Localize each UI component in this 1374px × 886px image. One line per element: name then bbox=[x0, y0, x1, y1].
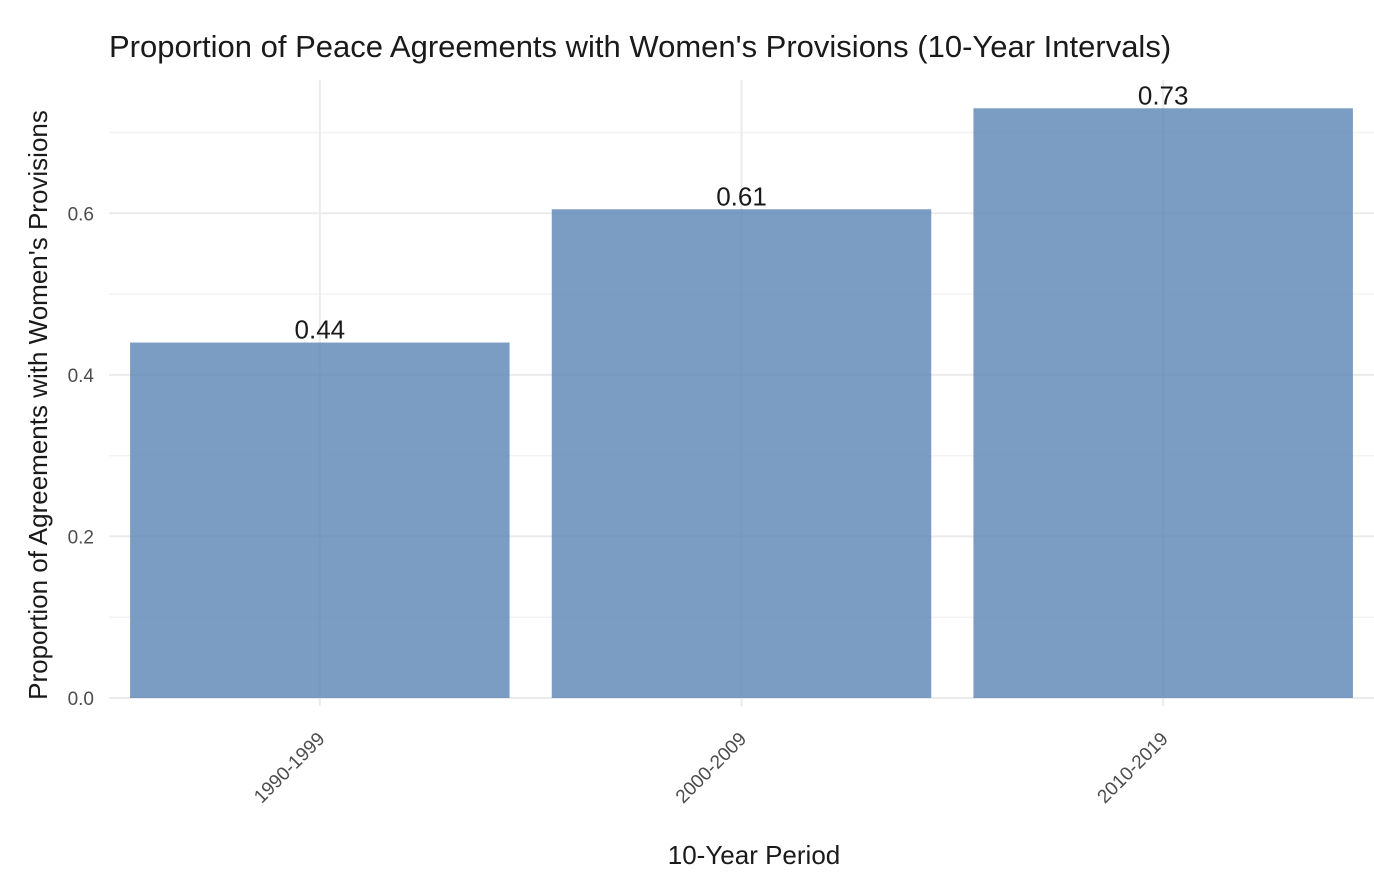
bar-1990-1999 bbox=[130, 342, 510, 698]
y-tick-label: 0.4 bbox=[68, 366, 95, 387]
bars bbox=[130, 108, 1353, 699]
bar-2010-2019 bbox=[973, 108, 1353, 698]
y-tick-label: 0.0 bbox=[68, 689, 94, 710]
bar-2000-2009 bbox=[551, 209, 932, 699]
data-label: 0.73 bbox=[1138, 80, 1189, 110]
x-tick-label: 2000-2009 bbox=[672, 729, 751, 808]
x-tick-label: 1990-1999 bbox=[250, 729, 329, 808]
x-tick-label: 2010-2019 bbox=[1094, 729, 1173, 808]
y-tick-label: 0.2 bbox=[68, 527, 94, 548]
x-axis-ticks: 1990-1999 2000-2009 2010-2019 bbox=[250, 729, 1172, 808]
data-label: 0.44 bbox=[295, 315, 346, 345]
data-labels: 0.44 0.61 0.73 bbox=[295, 80, 1189, 344]
data-label: 0.61 bbox=[716, 181, 767, 211]
y-tick-label: 0.6 bbox=[68, 204, 94, 225]
y-axis-title: Proportion of Agreements with Women's Pr… bbox=[23, 110, 53, 700]
chart-title: Proportion of Peace Agreements with Wome… bbox=[109, 29, 1171, 64]
x-axis-title: 10-Year Period bbox=[668, 840, 841, 870]
y-axis-ticks: 0.0 0.2 0.4 0.6 bbox=[68, 204, 95, 710]
